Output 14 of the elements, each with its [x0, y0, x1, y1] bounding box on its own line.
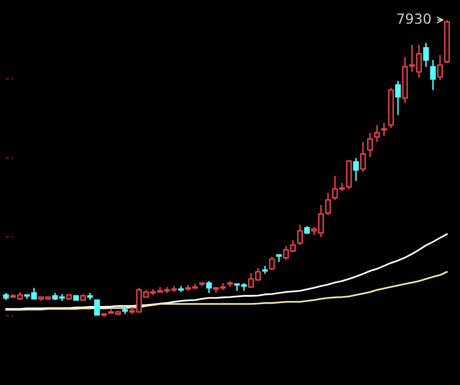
candlestick: [423, 42, 429, 68]
candlestick: [206, 280, 212, 294]
annotation: 7930: [397, 13, 431, 24]
candlestick: [353, 157, 359, 182]
candlestick: [430, 59, 436, 91]
candlestick: [395, 80, 401, 116]
candlestick: [374, 124, 380, 143]
candlestick: [94, 299, 100, 316]
candlestick: [269, 256, 275, 271]
candlestick: [297, 224, 303, 246]
candlestick: [437, 54, 443, 81]
candlestick: [381, 122, 387, 137]
candlestick: [360, 141, 366, 173]
candlestick: [367, 132, 373, 158]
